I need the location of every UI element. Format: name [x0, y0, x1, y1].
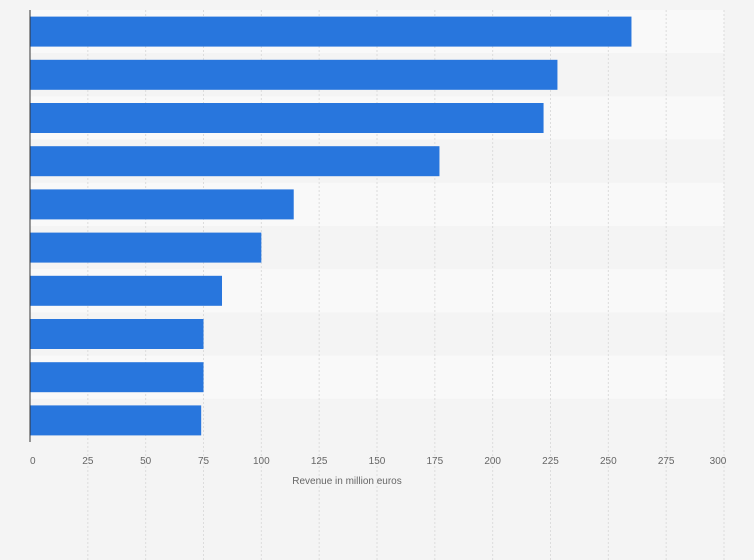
x-axis-ticks: 0 25 50 75 100 125 150 175 200 225 250 275 300 [30, 456, 727, 467]
x-tick-label: 300 [710, 456, 727, 467]
bar[interactable] [30, 319, 204, 349]
bar[interactable] [30, 146, 440, 177]
bar[interactable] [30, 16, 632, 47]
x-tick-label: 225 [542, 456, 559, 467]
bar[interactable] [30, 103, 544, 133]
x-tick-label: 275 [658, 456, 675, 467]
bar[interactable] [30, 275, 223, 306]
bar[interactable] [30, 362, 204, 393]
x-tick-label: 250 [600, 456, 617, 467]
bar[interactable] [30, 232, 262, 263]
x-tick-label: 200 [484, 456, 501, 467]
x-tick-label: 175 [426, 456, 443, 467]
x-tick-label: 125 [311, 456, 328, 467]
x-tick-label: 0 [30, 456, 36, 467]
x-tick-label: 50 [140, 456, 152, 467]
x-tick-label: 25 [82, 456, 94, 467]
x-tick-label: 75 [198, 456, 210, 467]
x-axis-title: Revenue in million euros [292, 476, 402, 487]
x-tick-label: 100 [253, 456, 270, 467]
bar[interactable] [30, 405, 202, 436]
x-tick-label: 150 [369, 456, 386, 467]
bar[interactable] [30, 189, 294, 220]
bar[interactable] [30, 59, 558, 90]
bar-series [30, 16, 632, 436]
